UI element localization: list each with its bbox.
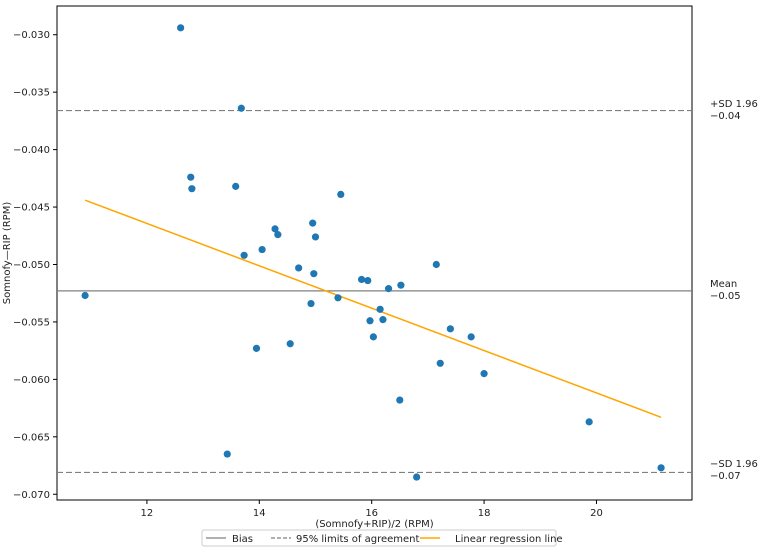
y-tick-label: −0.035 <box>13 88 50 99</box>
data-point <box>237 104 245 112</box>
upper-loa-label-value: −0.04 <box>710 111 741 122</box>
data-point <box>188 185 196 193</box>
x-tick-label: 20 <box>590 508 603 519</box>
data-point <box>657 464 665 472</box>
data-point <box>295 264 303 272</box>
legend-regression-label: Linear regression line <box>455 534 563 545</box>
upper-loa-label-title: +SD 1.96 <box>710 99 758 110</box>
data-point <box>81 291 89 300</box>
data-point <box>337 190 345 199</box>
lower-loa-label-value: −0.07 <box>710 471 741 482</box>
data-point <box>413 473 421 481</box>
plot-area <box>56 5 693 501</box>
x-tick-label: 18 <box>478 508 491 519</box>
mean-label-title: Mean <box>710 279 737 290</box>
y-tick-label: −0.030 <box>13 30 50 41</box>
lower-loa-label-title: −SD 1.96 <box>710 459 758 470</box>
y-tick-label: −0.070 <box>13 490 50 501</box>
data-point <box>396 396 404 404</box>
data-point <box>585 418 593 426</box>
data-point <box>232 182 240 190</box>
x-axis-ticks: 12 14 16 18 20 <box>141 500 603 519</box>
y-tick-label: −0.065 <box>13 432 50 443</box>
upper-loa-label: +SD 1.96 −0.04 <box>710 99 758 122</box>
data-point <box>177 24 185 32</box>
data-point <box>432 260 440 269</box>
data-point <box>310 270 318 278</box>
mean-label-value: −0.05 <box>710 291 741 302</box>
x-tick-label: 12 <box>141 508 154 519</box>
data-point <box>223 450 231 458</box>
data-point <box>384 285 393 293</box>
y-tick-label: −0.055 <box>13 317 50 328</box>
data-point <box>480 370 488 378</box>
mean-label: Mean −0.05 <box>710 279 741 302</box>
legend-bias-label: Bias <box>232 534 253 545</box>
data-point <box>397 281 405 289</box>
data-point <box>379 316 387 324</box>
data-point <box>258 245 266 254</box>
y-tick-label: −0.045 <box>13 203 50 214</box>
y-axis-label: Somnofy—RIP (RPM) <box>2 202 13 305</box>
data-point <box>286 340 294 348</box>
data-point <box>311 233 320 241</box>
y-tick-label: −0.050 <box>13 260 50 271</box>
x-tick-label: 14 <box>253 508 266 519</box>
x-axis-label: (Somnofy+RIP)/2 (RPM) <box>315 519 433 530</box>
data-point <box>252 344 261 352</box>
legend: Bias 95% limits of agreement Linear regr… <box>201 529 563 547</box>
data-point <box>446 325 454 333</box>
data-point <box>436 359 444 367</box>
data-point <box>240 251 248 259</box>
legend-box <box>201 529 557 547</box>
x-tick-label: 16 <box>365 508 378 519</box>
lower-loa-label: −SD 1.96 −0.07 <box>710 459 758 482</box>
data-point <box>187 173 195 181</box>
y-axis-ticks: −0.030 −0.035 −0.040 −0.045 −0.050 −0.055 −0.0… <box>13 30 57 501</box>
data-point <box>357 275 366 284</box>
data-point <box>309 219 317 227</box>
data-point <box>307 299 315 308</box>
reference-lines <box>57 109 692 474</box>
data-point <box>334 294 342 302</box>
y-tick-label: −0.060 <box>13 375 50 386</box>
data-point <box>467 333 475 341</box>
data-point <box>274 231 282 239</box>
data-point <box>364 276 372 285</box>
data-points <box>81 24 665 481</box>
y-tick-label: −0.040 <box>13 145 50 156</box>
legend-loa-label: 95% limits of agreement <box>296 534 420 545</box>
data-point <box>271 225 279 233</box>
regression-line <box>84 199 662 418</box>
data-point <box>369 333 377 341</box>
data-point <box>366 317 374 325</box>
data-point <box>376 305 384 313</box>
